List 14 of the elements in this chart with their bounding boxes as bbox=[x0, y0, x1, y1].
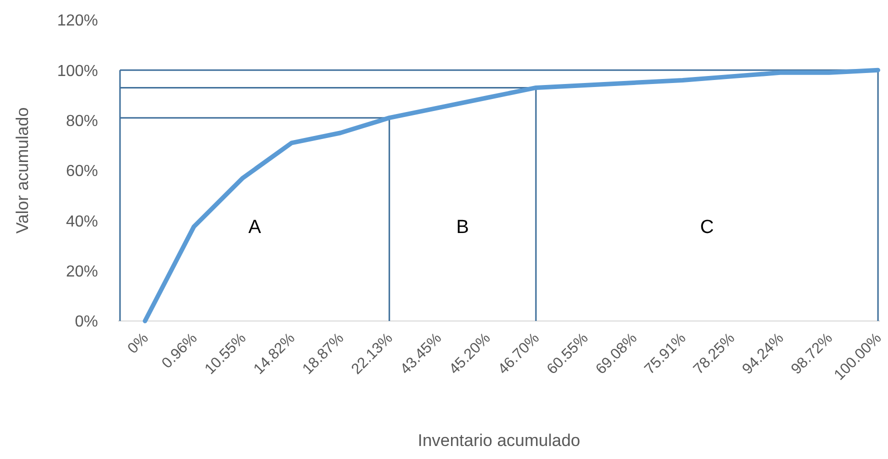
annotation: B bbox=[456, 217, 469, 238]
y-tick-label: 120% bbox=[57, 12, 98, 30]
x-axis-title: Inventario acumulado bbox=[418, 431, 580, 450]
y-tick-label: 40% bbox=[66, 213, 98, 230]
x-tick-label: 0% bbox=[124, 330, 152, 358]
annotation: A bbox=[248, 217, 262, 238]
line-series bbox=[142, 68, 880, 324]
annotation: C bbox=[700, 217, 714, 238]
y-tick-label: 20% bbox=[66, 263, 98, 280]
y-tick-label: 0% bbox=[74, 314, 98, 331]
y-axis-title: Valor acumulado bbox=[13, 107, 32, 234]
y-tick-label: 80% bbox=[66, 112, 98, 130]
y-tick-label: 60% bbox=[66, 163, 98, 180]
y-tick-label: 100% bbox=[57, 62, 98, 80]
